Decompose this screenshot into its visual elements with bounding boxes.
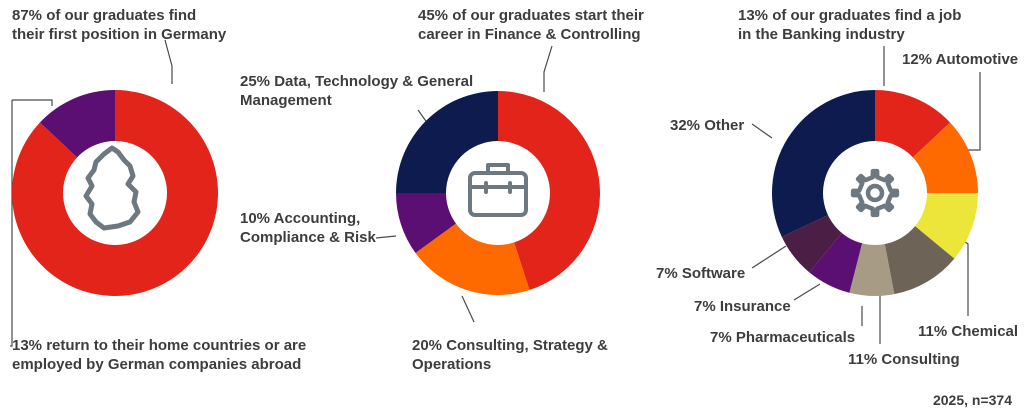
label-line: Operations [412,356,492,373]
briefcase-icon [468,163,528,217]
leader-line [10,100,13,347]
label-line: 7% Software [656,265,746,282]
label-line: 25% Data, Technology & General [240,73,474,90]
donut-hole [63,141,167,245]
label-other: 32% Other [670,116,744,135]
label-line: 20% Consulting, Strategy & [412,337,608,354]
label-automotive: 12% Automotive [902,50,1018,69]
label-line: 87% of our graduates find [12,7,197,24]
leader-line [751,245,787,269]
label-line: their first position in Germany [12,26,227,43]
leader-line [164,39,173,84]
footnote: 2025, n=374 [932,392,1012,408]
label-line: 32% Other [670,117,745,134]
label-consulting: 11% Consulting [848,350,960,369]
leader-line [751,123,773,139]
label-line: 13% return to their home countries or ar… [12,337,307,354]
label-line: 7% Insurance [694,298,791,315]
label-line: Compliance & Risk [240,229,376,246]
label-data-technology: 25% Data, Technology & General Managemen… [240,72,473,110]
label-consulting-strategy: 20% Consulting, Strategy & Operations [412,336,608,374]
leader-line [461,295,475,323]
label-line: in the Banking industry [738,26,905,43]
label-line: Management [240,92,332,109]
gear-icon [850,168,900,218]
label-line: career in Finance & Controlling [418,26,641,43]
center-icons [83,145,900,231]
leader-line [543,45,553,92]
leader-line [375,235,397,239]
label-chemical: 11% Chemical [918,322,1018,341]
label-pharmaceuticals: 7% Pharmaceuticals [710,328,855,347]
label-line: 10% Accounting, [240,210,361,227]
germany-map-icon [83,145,141,231]
label-line: 7% Pharmaceuticals [710,329,856,346]
leader-line [12,99,53,106]
label-line: employed by German companies abroad [12,356,302,373]
label-line: 45% of our graduates start their [418,7,644,24]
label-accounting-compliance: 10% Accounting, Compliance & Risk [240,209,376,247]
label-line: 11% Consulting [848,351,960,368]
label-abroad: 13% return to their home countries or ar… [12,336,306,374]
donut-hole [446,141,550,245]
donut-holes [63,141,927,245]
label-line: 13% of our graduates find a job [738,7,962,24]
label-germany: 87% of our graduates find their first po… [12,6,226,44]
label-line: 11% Chemical [918,323,1019,340]
label-insurance: 7% Insurance [694,297,791,316]
leader-line [793,283,821,301]
label-line: 12% Automotive [902,51,1019,68]
donut-hole [823,141,927,245]
label-finance-controlling: 45% of our graduates start their career … [418,6,644,44]
label-software: 7% Software [656,264,745,283]
label-banking: 13% of our graduates find a job in the B… [738,6,961,44]
